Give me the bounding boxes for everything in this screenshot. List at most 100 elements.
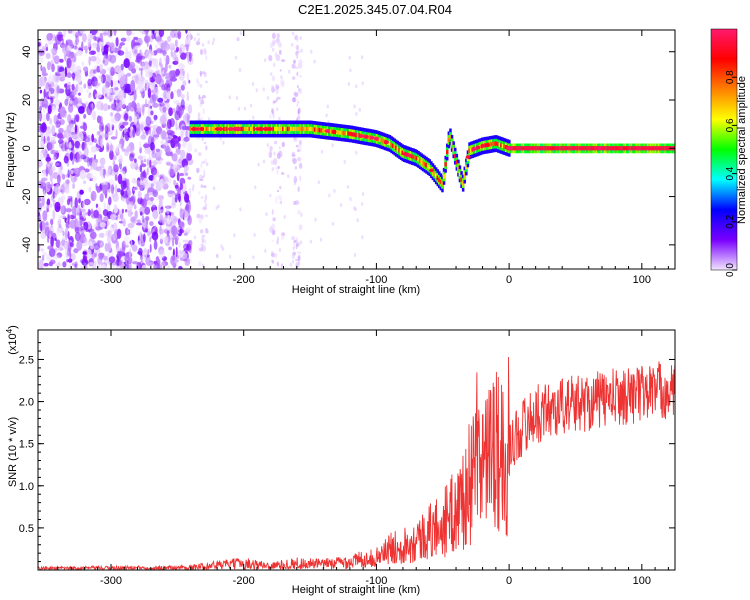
ridge-core: [532, 146, 535, 151]
noise-blob: [100, 181, 106, 185]
noise-blob: [185, 103, 189, 112]
sparse-stripe-blob: [200, 48, 203, 56]
scatter-blob: [255, 88, 258, 93]
noise-blob: [58, 140, 65, 149]
scatter-blob: [273, 151, 276, 156]
noise-blob: [58, 58, 64, 63]
noise-blob: [64, 227, 69, 232]
ridge-core: [352, 132, 355, 137]
noise-blob: [88, 56, 91, 66]
noise-blob: [106, 235, 111, 243]
noise-blob: [134, 158, 137, 163]
noise-blob: [113, 207, 119, 214]
ridge-core: [353, 132, 357, 137]
noise-blob: [94, 80, 100, 89]
noise-blob: [103, 44, 109, 55]
noise-blob: [173, 179, 177, 186]
noise-blob: [140, 123, 144, 132]
noise-blob: [131, 177, 137, 184]
noise-blob: [38, 112, 42, 122]
noise-blob: [138, 67, 144, 71]
x-tick-label: -300: [100, 274, 122, 286]
noise-blob: [147, 69, 154, 75]
noise-blob: [128, 61, 136, 70]
noise-blob: [187, 33, 191, 44]
noise-blob: [51, 181, 54, 187]
noise-blob: [130, 80, 136, 91]
noise-blob: [94, 252, 98, 257]
ridge-core: [661, 146, 664, 151]
noise-blob: [103, 169, 106, 179]
noise-blob: [90, 55, 97, 62]
ridge-core: [286, 126, 290, 132]
noise-blob: [133, 204, 137, 210]
noise-blob: [65, 149, 72, 154]
noise-blob: [86, 88, 89, 94]
sparse-stripe-blob: [294, 200, 300, 205]
noise-blob: [117, 89, 125, 101]
noise-blob: [67, 258, 73, 263]
scatter-blob: [325, 113, 328, 118]
scatter-blob: [239, 207, 242, 212]
noise-blob: [39, 76, 46, 87]
noise-blob: [74, 91, 78, 96]
sparse-stripe-blob: [273, 253, 278, 258]
scatter-blob: [349, 68, 352, 73]
scatter-blob: [331, 221, 335, 226]
noise-blob: [114, 87, 119, 91]
noise-blob: [38, 197, 42, 202]
sparse-stripe-blob: [201, 243, 204, 248]
ridge-core: [313, 127, 317, 132]
noise-blob: [186, 72, 190, 81]
ridge-core: [489, 142, 492, 147]
noise-blob: [87, 38, 92, 48]
noise-blob: [71, 91, 74, 96]
ridge-core: [492, 141, 495, 147]
noise-blob: [94, 36, 100, 42]
noise-blob: [48, 248, 56, 257]
noise-blob: [42, 144, 46, 154]
scatter-blob: [249, 103, 253, 108]
sparse-stripe-blob: [200, 184, 203, 188]
sparse-stripe-blob: [298, 224, 303, 231]
noise-blob: [38, 202, 43, 212]
noise-blob: [62, 261, 67, 268]
noise-blob: [158, 40, 161, 49]
noise-blob: [93, 243, 100, 250]
ridge-core: [533, 146, 537, 151]
ridge-core: [411, 154, 414, 159]
noise-blob: [78, 106, 85, 114]
ridge-core: [251, 126, 255, 132]
noise-blob: [122, 121, 129, 126]
noise-blob: [105, 168, 112, 178]
noise-blob: [121, 104, 127, 110]
scatter-blob: [222, 140, 225, 145]
y-tick-label: 2.5: [19, 354, 34, 366]
ridge-core: [554, 146, 557, 151]
ridge-core: [465, 164, 468, 170]
ridge-core: [208, 126, 212, 132]
sparse-stripe-blob: [196, 32, 201, 37]
ridge-core: [516, 146, 519, 151]
noise-blob: [51, 194, 55, 202]
noise-blob: [50, 48, 57, 54]
noise-blob: [170, 91, 174, 100]
noise-blob: [188, 52, 192, 62]
noise-blob: [67, 169, 70, 178]
ridge-core: [519, 146, 522, 151]
ridge-core: [544, 146, 548, 151]
sparse-stripe-blob: [202, 206, 207, 211]
ridge-core: [520, 146, 524, 151]
y-tick-label: -40: [21, 237, 33, 253]
scatter-blob: [293, 181, 297, 186]
noise-blob: [168, 177, 172, 185]
sparse-stripe-blob: [198, 218, 202, 224]
noise-blob: [164, 145, 171, 155]
ridge-core: [299, 126, 302, 132]
noise-blob: [38, 99, 41, 108]
noise-blob: [120, 180, 127, 190]
noise-blob: [96, 219, 99, 230]
scatter-blob: [189, 240, 192, 245]
sparse-stripe-blob: [297, 144, 302, 151]
ridge-core: [278, 126, 282, 132]
